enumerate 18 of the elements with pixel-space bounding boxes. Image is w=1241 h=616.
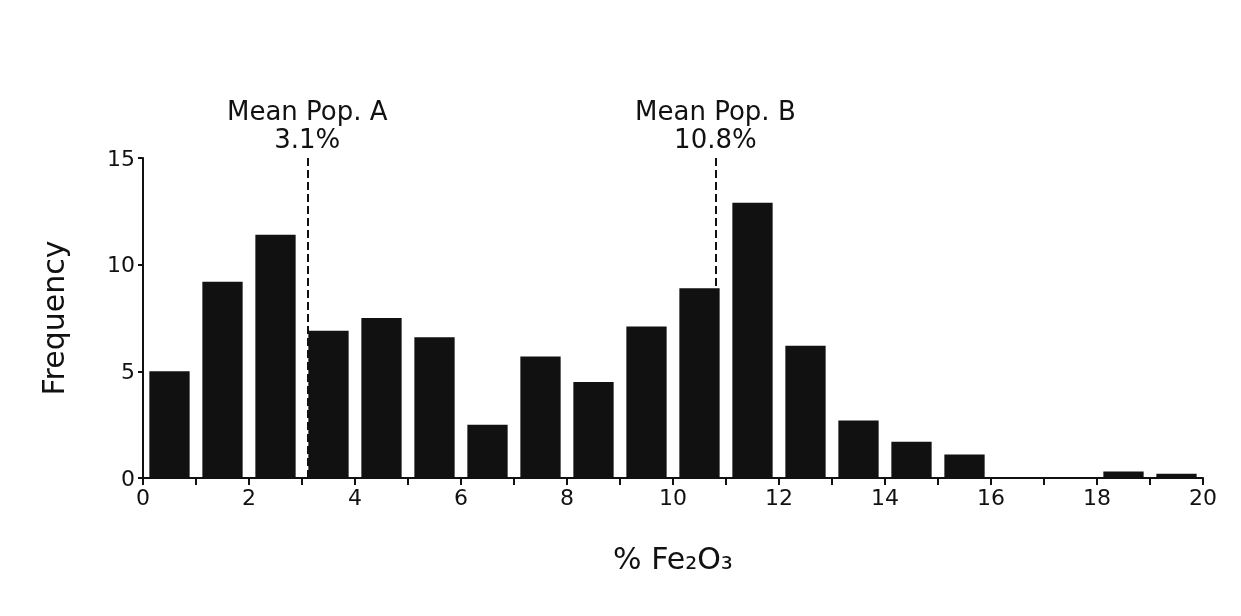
x-tick-label: 2: [242, 484, 256, 510]
x-tick-label: 4: [348, 484, 362, 510]
x-tick-label: 18: [1083, 484, 1111, 510]
x-tick-label: 6: [454, 484, 468, 510]
y-tick-label: 5: [121, 358, 135, 384]
x-tick-label: 8: [560, 484, 574, 510]
ref-line-label: Mean Pop. A 3.1%: [227, 96, 388, 154]
y-tick-label: 0: [121, 465, 135, 491]
y-axis-title: Frequency: [35, 240, 71, 396]
x-tick-label: 16: [977, 484, 1005, 510]
x-tick-label: 20: [1189, 484, 1217, 510]
y-tick-label: 15: [107, 145, 135, 171]
y-tick-label: 10: [107, 252, 135, 278]
ref-line-label: Mean Pop. B 10.8%: [635, 96, 796, 154]
x-tick-label: 12: [765, 484, 793, 510]
x-axis-title: % Fe₂O₃: [613, 540, 733, 576]
x-tick-label: 14: [871, 484, 899, 510]
x-tick-label: 10: [659, 484, 687, 510]
